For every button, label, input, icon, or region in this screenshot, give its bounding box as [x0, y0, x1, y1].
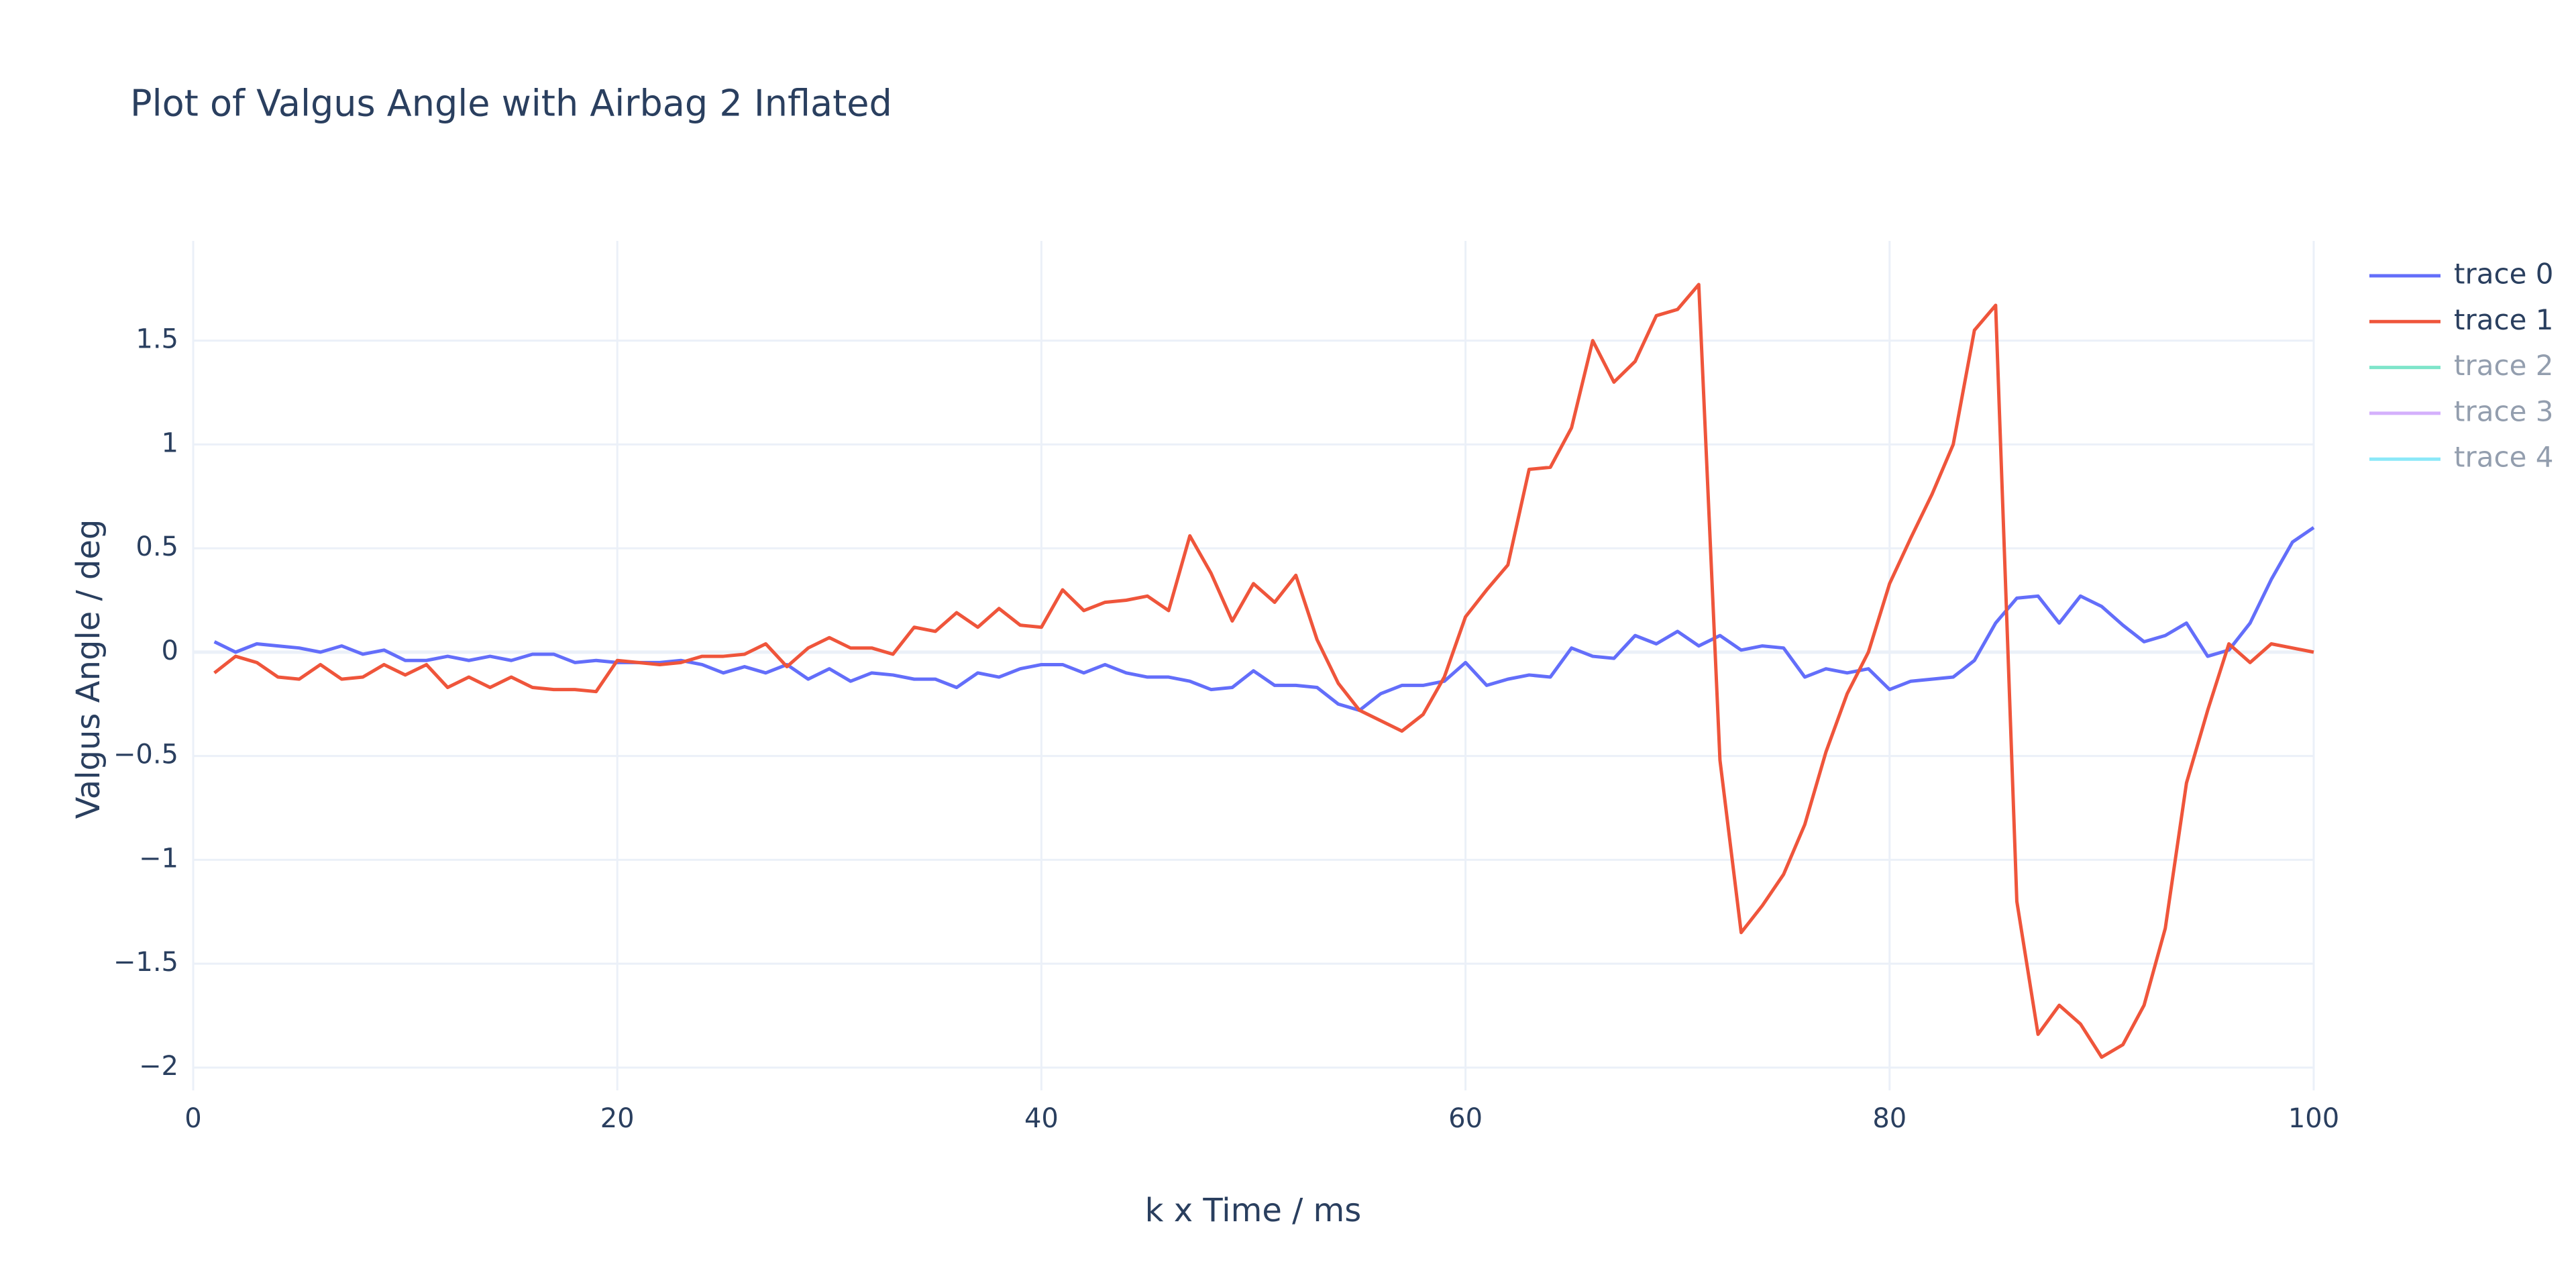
x-tick-label: 60 [1448, 1103, 1483, 1134]
y-tick-label: −1 [139, 843, 178, 874]
legend-label: trace 0 [2454, 258, 2553, 291]
y-tick-label: 0 [162, 635, 178, 666]
x-axis-title: k x Time / ms [1145, 1192, 1362, 1229]
legend-label: trace 1 [2454, 303, 2553, 336]
x-tick-label: 80 [1872, 1103, 1907, 1134]
x-tick-label: 0 [184, 1103, 201, 1134]
legend-label: trace 4 [2454, 441, 2553, 474]
chart-title: Plot of Valgus Angle with Airbag 2 Infla… [130, 83, 892, 125]
y-axis-title: Valgus Angle / deg [70, 519, 107, 819]
y-tick-label: −2 [139, 1051, 178, 1082]
x-tick-label: 40 [1024, 1103, 1059, 1134]
legend-label: trace 3 [2454, 395, 2553, 427]
data-line [213, 526, 2315, 713]
x-tick-label: 100 [2288, 1103, 2339, 1134]
y-tick-label: −0.5 [113, 739, 178, 770]
x-tick-label: 20 [600, 1103, 635, 1134]
y-tick-label: −1.5 [113, 947, 178, 978]
y-tick-label: 0.5 [136, 531, 178, 562]
y-tick-label: 1 [162, 427, 178, 458]
legend-label: trace 2 [2454, 349, 2553, 382]
data-line [213, 282, 2314, 1059]
y-tick-label: 1.5 [136, 324, 178, 355]
